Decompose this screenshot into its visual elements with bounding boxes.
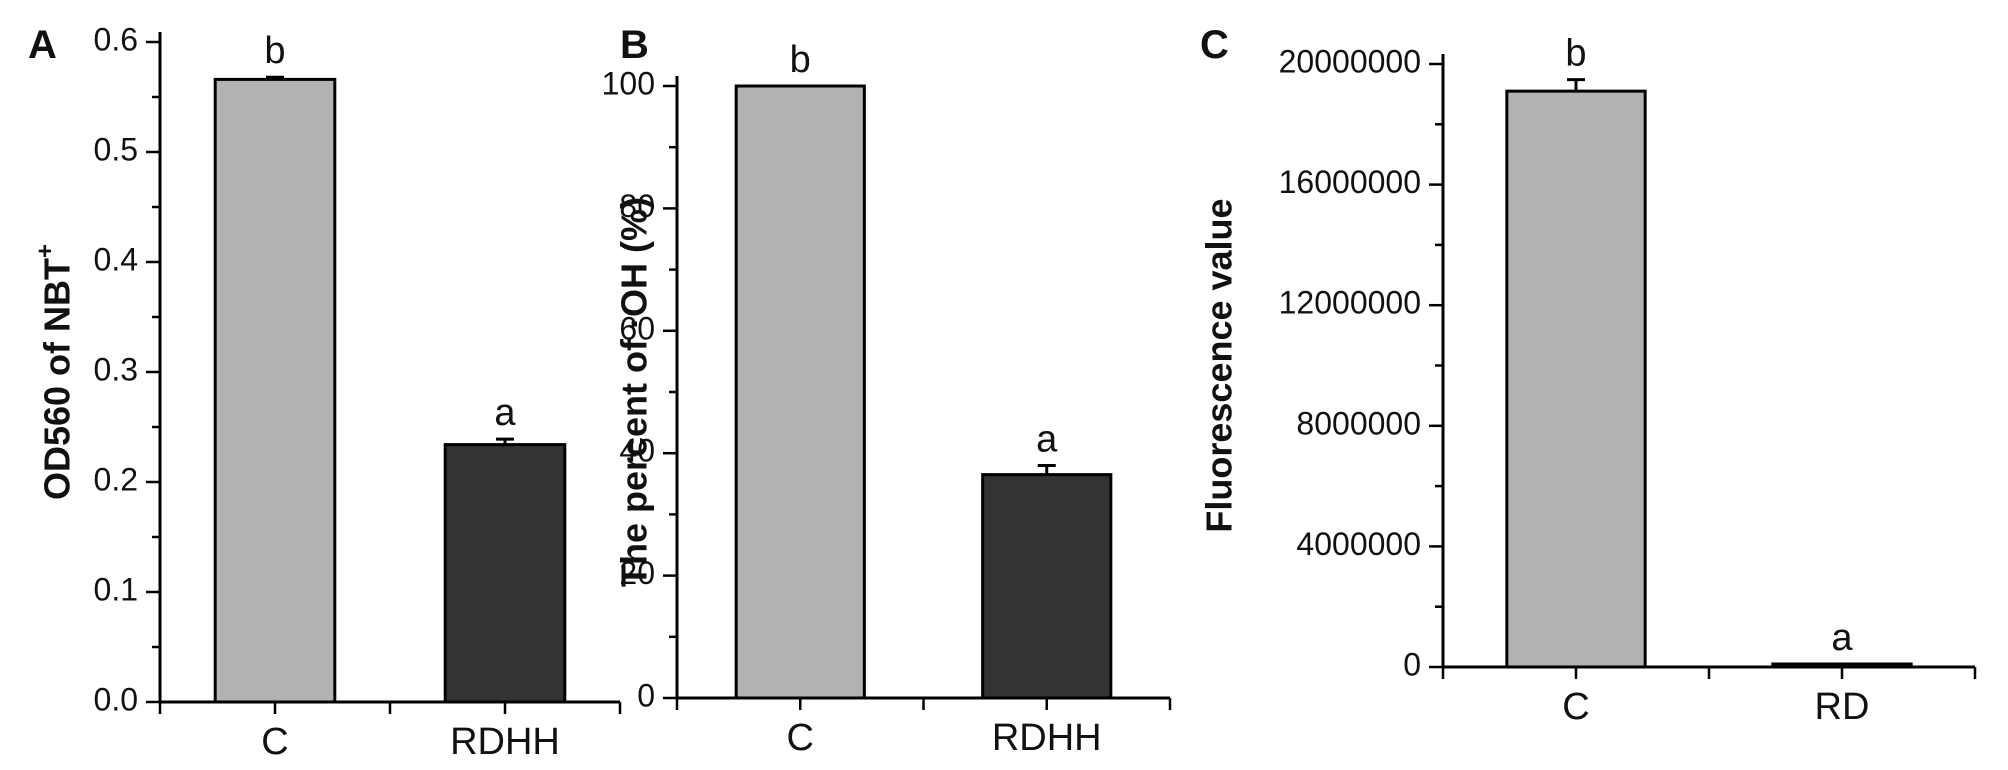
y-tick-label: 0.3 xyxy=(94,351,138,387)
y-tick-label: 0.0 xyxy=(94,681,138,717)
significance-letter: a xyxy=(494,392,516,434)
bar-rdhh xyxy=(981,473,1113,700)
chart-panel-a: A OD560 of NBT+ 0.0 0.1 0.2 0.3 0.4 0.5 0.6 b Ca RD… xyxy=(28,21,622,763)
y-axis-label-superscript: + xyxy=(32,244,59,258)
bar-rd xyxy=(1771,662,1913,669)
bar-c xyxy=(213,77,337,704)
significance-letter: b xyxy=(1565,33,1586,75)
y-tick-label: 0 xyxy=(1403,646,1421,682)
y-tick-label: 0.2 xyxy=(94,461,138,497)
y-tick-label: 80 xyxy=(619,188,655,224)
bar-rdhh xyxy=(443,443,567,704)
y-tick-label: 100 xyxy=(602,65,655,101)
chart-panel-b: B The percent of ·OH (%) 0 20 40 60 80 100 b Ca RD… xyxy=(602,23,1172,759)
y-tick-label: 12000000 xyxy=(1279,285,1421,321)
y-tick-label: 20000000 xyxy=(1279,43,1421,79)
y-axis-label: Fluorescence value xyxy=(1199,198,1240,532)
y-tick-label: 40 xyxy=(619,433,655,469)
y-axis-label: The percent of ·OH (%) xyxy=(614,197,655,587)
significance-letter: b xyxy=(264,30,285,72)
panel-letter: A xyxy=(28,23,57,67)
y-tick-label: 16000000 xyxy=(1279,164,1421,200)
significance-letter: b xyxy=(790,39,811,81)
category-label: C xyxy=(261,721,288,763)
y-tick-label: 8000000 xyxy=(1296,405,1421,441)
y-tick-label: 60 xyxy=(619,310,655,346)
category-label: RDHH xyxy=(992,717,1102,759)
y-tick-label: 0.6 xyxy=(94,21,138,57)
y-axis-label: OD560 of NBT+ xyxy=(32,244,78,500)
significance-letter: a xyxy=(1036,418,1058,460)
y-tick-label: 0.5 xyxy=(94,131,138,167)
bar-c xyxy=(1505,89,1647,669)
bar-c xyxy=(734,84,866,700)
category-label: C xyxy=(787,717,814,759)
y-tick-label: 0 xyxy=(637,677,655,713)
chart-panel-c: C Fluorescence value 0 4000000 8000000 120000… xyxy=(1199,23,1977,728)
y-tick-label: 4000000 xyxy=(1296,526,1421,562)
significance-letter: a xyxy=(1831,617,1853,659)
category-label: RD xyxy=(1815,686,1870,728)
y-tick-label: 0.4 xyxy=(94,241,138,277)
category-label: C xyxy=(1562,686,1589,728)
category-label: RDHH xyxy=(450,721,560,763)
panel-letter: B xyxy=(620,23,649,67)
y-tick-label: 20 xyxy=(619,555,655,591)
panel-letter: C xyxy=(1200,23,1229,67)
y-tick-label: 0.1 xyxy=(94,571,138,607)
